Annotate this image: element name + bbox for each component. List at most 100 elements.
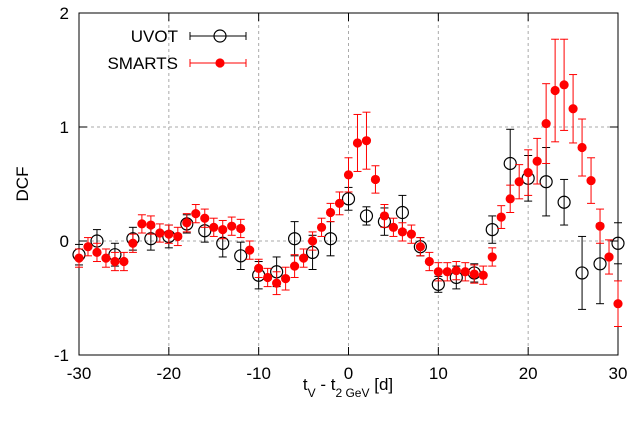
data-point <box>281 274 291 284</box>
data-point <box>460 267 470 277</box>
data-point <box>395 205 409 220</box>
data-point <box>595 221 605 231</box>
y-tick-label: 1 <box>60 118 69 137</box>
data-point <box>352 138 363 148</box>
data-point <box>343 170 354 180</box>
data-point <box>361 136 372 146</box>
data-point <box>234 249 248 263</box>
data-point <box>577 142 587 153</box>
data-point <box>415 242 425 252</box>
data-point <box>209 222 219 232</box>
x-label-subscript: V <box>308 386 316 400</box>
data-point <box>532 156 542 166</box>
data-point <box>359 209 374 223</box>
data-point <box>288 232 302 246</box>
x-tick-label: -20 <box>157 364 182 383</box>
data-point <box>164 229 174 239</box>
data-point <box>200 213 210 223</box>
data-point <box>379 211 390 221</box>
data-point <box>173 231 183 242</box>
error-bar <box>488 215 497 244</box>
data-point <box>334 198 345 208</box>
data-point <box>146 220 156 230</box>
error-bar <box>290 221 299 257</box>
y-tick-label: -1 <box>54 346 69 365</box>
error-bar <box>326 221 335 257</box>
error-bar <box>236 241 245 270</box>
error-bar <box>614 222 622 265</box>
x-label-part: - t <box>316 375 336 394</box>
data-point <box>523 168 533 178</box>
x-label-subscript: 2 GeV <box>335 386 369 400</box>
data-point <box>74 253 84 263</box>
x-tick-label: -10 <box>246 364 271 383</box>
data-point <box>593 257 607 271</box>
data-point <box>254 263 264 273</box>
data-point <box>245 245 255 255</box>
data-point <box>469 269 479 279</box>
legend-label: UVOT <box>131 27 178 46</box>
data-point <box>263 272 273 283</box>
data-point <box>514 177 524 187</box>
x-tick-label: -30 <box>67 364 92 383</box>
x-tick-label: 30 <box>609 364 628 383</box>
data-point <box>550 85 560 96</box>
data-point <box>557 195 571 209</box>
y-axis-label: DCF <box>13 167 32 202</box>
data-point <box>568 104 578 114</box>
data-point <box>575 266 589 280</box>
y-tick-label: 0 <box>60 232 69 251</box>
legend-label: SMARTS <box>107 54 178 73</box>
error-bar <box>578 235 587 310</box>
data-point <box>604 252 614 262</box>
legend-marker <box>213 29 227 43</box>
data-point <box>541 118 551 129</box>
data-point <box>227 221 237 231</box>
data-point <box>101 253 111 263</box>
x-axis-label: tV - t2 GeV [d] <box>303 375 393 400</box>
data-point <box>442 267 452 277</box>
data-point <box>586 175 596 186</box>
data-point <box>478 270 488 280</box>
data-point <box>424 256 434 267</box>
error-bar <box>560 178 569 226</box>
data-point <box>485 223 499 237</box>
data-point <box>559 80 569 90</box>
data-point <box>406 229 416 239</box>
data-point <box>298 253 309 263</box>
data-point <box>316 222 327 232</box>
data-point <box>611 236 625 250</box>
data-point <box>451 266 461 276</box>
data-point <box>370 174 381 185</box>
data-point <box>119 256 129 267</box>
data-point <box>397 227 407 237</box>
data-point <box>496 212 506 222</box>
data-point <box>505 194 515 204</box>
data-point <box>137 219 147 229</box>
plot-frame <box>78 12 619 356</box>
data-point <box>388 222 399 232</box>
data-point <box>539 175 553 189</box>
data-point <box>325 207 336 218</box>
data-point <box>290 261 300 271</box>
data-point <box>128 238 138 248</box>
data-point <box>182 218 192 228</box>
x-tick-label: 10 <box>429 364 448 383</box>
x-label-part: t <box>303 375 308 394</box>
legend-marker <box>215 58 225 68</box>
data-point <box>218 225 228 235</box>
data-point <box>307 236 318 246</box>
y-tick-label: 2 <box>60 4 69 23</box>
data-point <box>155 228 165 238</box>
data-point <box>110 256 120 267</box>
data-point <box>272 278 282 288</box>
x-tick-label: 0 <box>344 364 353 383</box>
data-point <box>191 209 201 219</box>
x-tick-label: 20 <box>519 364 538 383</box>
data-point <box>341 192 356 206</box>
data-point <box>487 252 497 262</box>
data-point <box>323 232 338 246</box>
data-point <box>83 242 93 252</box>
data-point <box>236 223 246 234</box>
